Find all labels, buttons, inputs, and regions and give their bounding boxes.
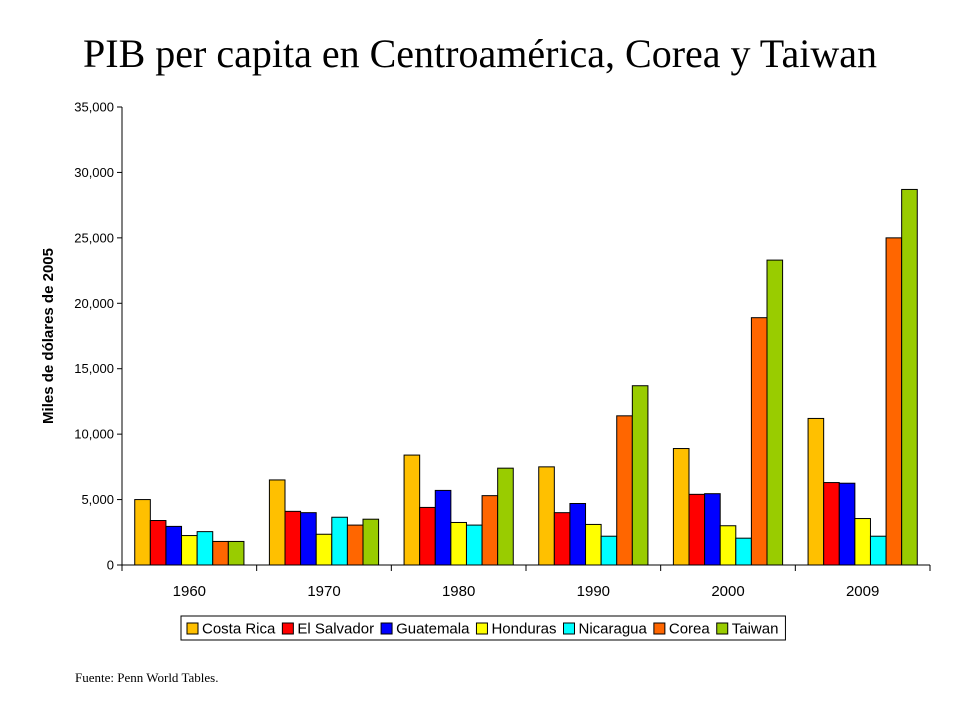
bar-el-salvador: [419, 506, 436, 566]
x-tick-label: 1960: [173, 583, 206, 600]
bar-el-salvador: [284, 510, 302, 566]
y-tick-label: 25,000: [74, 230, 114, 245]
bar-corea: [212, 540, 229, 566]
bar-costa-rica: [403, 454, 421, 566]
y-tick-label: 20,000: [74, 296, 114, 311]
bar-costa-rica: [538, 466, 555, 566]
y-tick-label: 35,000: [74, 100, 114, 115]
x-tick-label: 1990: [577, 583, 610, 600]
legend-label: Costa Rica: [202, 621, 276, 638]
bar-el-salvador: [553, 512, 571, 566]
x-tick-label: 2000: [711, 583, 744, 600]
y-tick-label: 15,000: [74, 361, 114, 376]
bar-guatemala: [300, 512, 317, 566]
bar-guatemala: [838, 482, 856, 566]
legend-swatch: [186, 622, 199, 635]
bar-taiwan: [362, 518, 380, 566]
bar-guatemala: [569, 502, 587, 566]
legend-swatch: [475, 622, 488, 635]
bar-honduras: [181, 535, 198, 566]
bar-taiwan: [631, 385, 649, 566]
bar-nicaragua: [600, 535, 618, 566]
bar-guatemala: [434, 489, 452, 566]
bar-costa-rica: [672, 448, 690, 566]
y-tick-label: 10,000: [74, 427, 114, 442]
legend-swatch: [653, 622, 666, 635]
bar-corea: [616, 415, 633, 566]
bar-el-salvador: [688, 493, 706, 566]
bar-corea: [346, 524, 364, 566]
source-footnote: Fuente: Penn World Tables.: [75, 670, 219, 685]
page-title: PIB per capita en Centroamérica, Corea y…: [83, 31, 877, 76]
bar-taiwan: [497, 467, 514, 566]
y-tick-label: 0: [107, 558, 114, 573]
y-tick-label: 30,000: [74, 165, 114, 180]
legend-swatch: [716, 622, 729, 635]
legend-swatch: [380, 622, 393, 635]
bar-corea: [750, 317, 768, 566]
bar-honduras: [854, 518, 871, 566]
legend-label: Nicaragua: [579, 621, 648, 638]
bar-honduras: [450, 521, 467, 566]
bar-nicaragua: [196, 531, 214, 566]
bar-el-salvador: [823, 482, 840, 566]
y-tick-label: 5,000: [81, 492, 114, 507]
bar-nicaragua: [465, 524, 483, 566]
bar-costa-rica: [268, 479, 286, 566]
bar-taiwan: [901, 188, 918, 566]
x-tick-label: 1970: [307, 583, 340, 600]
bar-corea: [885, 237, 903, 566]
legend-label: El Salvador: [297, 621, 374, 638]
bar-honduras: [585, 523, 602, 566]
x-tick-label: 2009: [846, 583, 879, 600]
bar-honduras: [719, 525, 737, 566]
legend-swatch: [281, 622, 294, 635]
bar-taiwan: [227, 540, 245, 566]
legend-label: Guatemala: [396, 621, 470, 638]
bar-costa-rica: [134, 499, 151, 566]
legend-label: Taiwan: [732, 621, 779, 638]
y-axis-title: Miles de dólares de 2005: [40, 248, 57, 424]
bar-el-salvador: [149, 520, 167, 566]
bar-guatemala: [704, 493, 721, 566]
bar-taiwan: [766, 259, 784, 566]
bar-honduras: [315, 533, 333, 566]
bar-nicaragua: [331, 516, 348, 566]
legend-label: Honduras: [491, 621, 556, 638]
bar-nicaragua: [869, 535, 887, 566]
x-tick-label: 1980: [442, 583, 475, 600]
bar-costa-rica: [807, 417, 825, 566]
bar-corea: [481, 495, 499, 566]
legend-swatch: [563, 622, 575, 635]
legend-label: Corea: [669, 621, 711, 638]
bar-nicaragua: [735, 537, 752, 566]
bar-guatemala: [165, 525, 183, 566]
